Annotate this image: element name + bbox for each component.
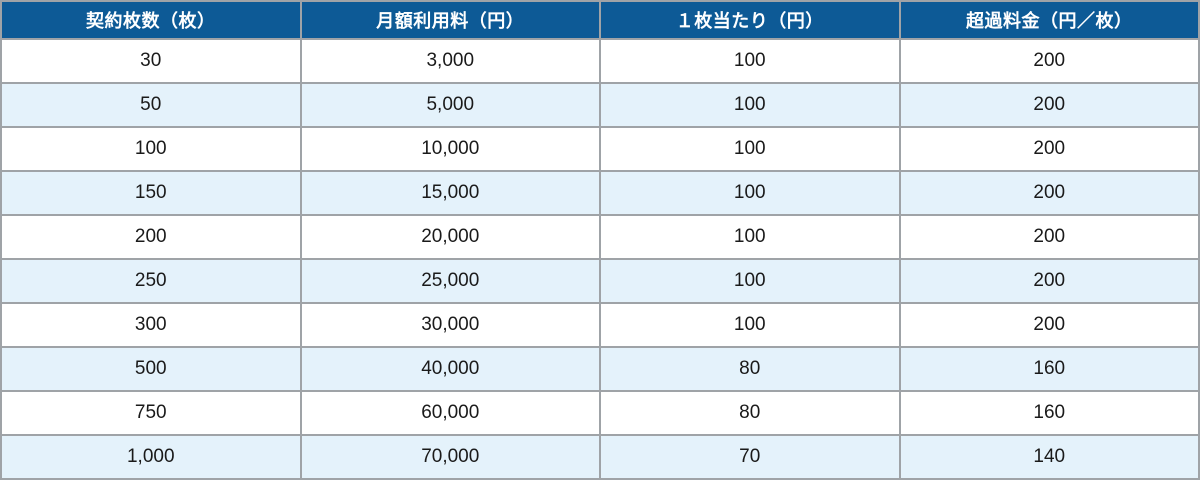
table-cell: 40,000 bbox=[299, 346, 601, 392]
table-cell: 60,000 bbox=[299, 390, 601, 436]
table-cell: 80 bbox=[599, 346, 901, 392]
table-cell: 3,000 bbox=[299, 38, 601, 84]
table-cell: 50 bbox=[0, 82, 302, 128]
table-cell: 200 bbox=[898, 126, 1200, 172]
table-cell: 100 bbox=[599, 82, 901, 128]
table-row: 250 25,000 100 200 bbox=[0, 258, 1200, 304]
table-row: 50 5,000 100 200 bbox=[0, 82, 1200, 128]
table-cell: 300 bbox=[0, 302, 302, 348]
table-cell: 200 bbox=[898, 302, 1200, 348]
table-cell: 200 bbox=[898, 258, 1200, 304]
table-cell: 70 bbox=[599, 434, 901, 480]
table-cell: 100 bbox=[599, 258, 901, 304]
table-cell: 750 bbox=[0, 390, 302, 436]
table-cell: 200 bbox=[898, 82, 1200, 128]
table-cell: 160 bbox=[898, 390, 1200, 436]
header-row: 契約枚数（枚） 月額利用料（円） １枚当たり（円） 超過料金（円／枚） bbox=[0, 0, 1200, 40]
table-cell: 250 bbox=[0, 258, 302, 304]
table-cell: 150 bbox=[0, 170, 302, 216]
table-cell: 200 bbox=[898, 170, 1200, 216]
table-body: 30 3,000 100 200 50 5,000 100 200 100 10,000 100 20… bbox=[0, 38, 1200, 480]
table-header: 契約枚数（枚） 月額利用料（円） １枚当たり（円） 超過料金（円／枚） bbox=[0, 0, 1200, 40]
table-cell: 100 bbox=[0, 126, 302, 172]
table-cell: 200 bbox=[898, 38, 1200, 84]
table-row: 30 3,000 100 200 bbox=[0, 38, 1200, 84]
table-row: 100 10,000 100 200 bbox=[0, 126, 1200, 172]
table-row: 200 20,000 100 200 bbox=[0, 214, 1200, 260]
table-cell: 30 bbox=[0, 38, 302, 84]
table-cell: 1,000 bbox=[0, 434, 302, 480]
table-cell: 100 bbox=[599, 214, 901, 260]
table-cell: 200 bbox=[0, 214, 302, 260]
table-cell: 10,000 bbox=[299, 126, 601, 172]
table-cell: 80 bbox=[599, 390, 901, 436]
table-row: 1,000 70,000 70 140 bbox=[0, 434, 1200, 480]
column-header-per-sheet: １枚当たり（円） bbox=[599, 0, 901, 40]
column-header-contract-sheets: 契約枚数（枚） bbox=[0, 0, 302, 40]
table-row: 750 60,000 80 160 bbox=[0, 390, 1200, 436]
table-cell: 500 bbox=[0, 346, 302, 392]
table-cell: 100 bbox=[599, 38, 901, 84]
table-row: 500 40,000 80 160 bbox=[0, 346, 1200, 392]
table-cell: 160 bbox=[898, 346, 1200, 392]
table-row: 300 30,000 100 200 bbox=[0, 302, 1200, 348]
table-cell: 70,000 bbox=[299, 434, 601, 480]
table-cell: 200 bbox=[898, 214, 1200, 260]
table-cell: 15,000 bbox=[299, 170, 601, 216]
table-cell: 5,000 bbox=[299, 82, 601, 128]
table-cell: 25,000 bbox=[299, 258, 601, 304]
table-cell: 20,000 bbox=[299, 214, 601, 260]
table-cell: 100 bbox=[599, 126, 901, 172]
table-cell: 140 bbox=[898, 434, 1200, 480]
table-cell: 100 bbox=[599, 170, 901, 216]
table-cell: 30,000 bbox=[299, 302, 601, 348]
table-row: 150 15,000 100 200 bbox=[0, 170, 1200, 216]
column-header-excess-fee: 超過料金（円／枚） bbox=[898, 0, 1200, 40]
table-cell: 100 bbox=[599, 302, 901, 348]
column-header-monthly-fee: 月額利用料（円） bbox=[299, 0, 601, 40]
